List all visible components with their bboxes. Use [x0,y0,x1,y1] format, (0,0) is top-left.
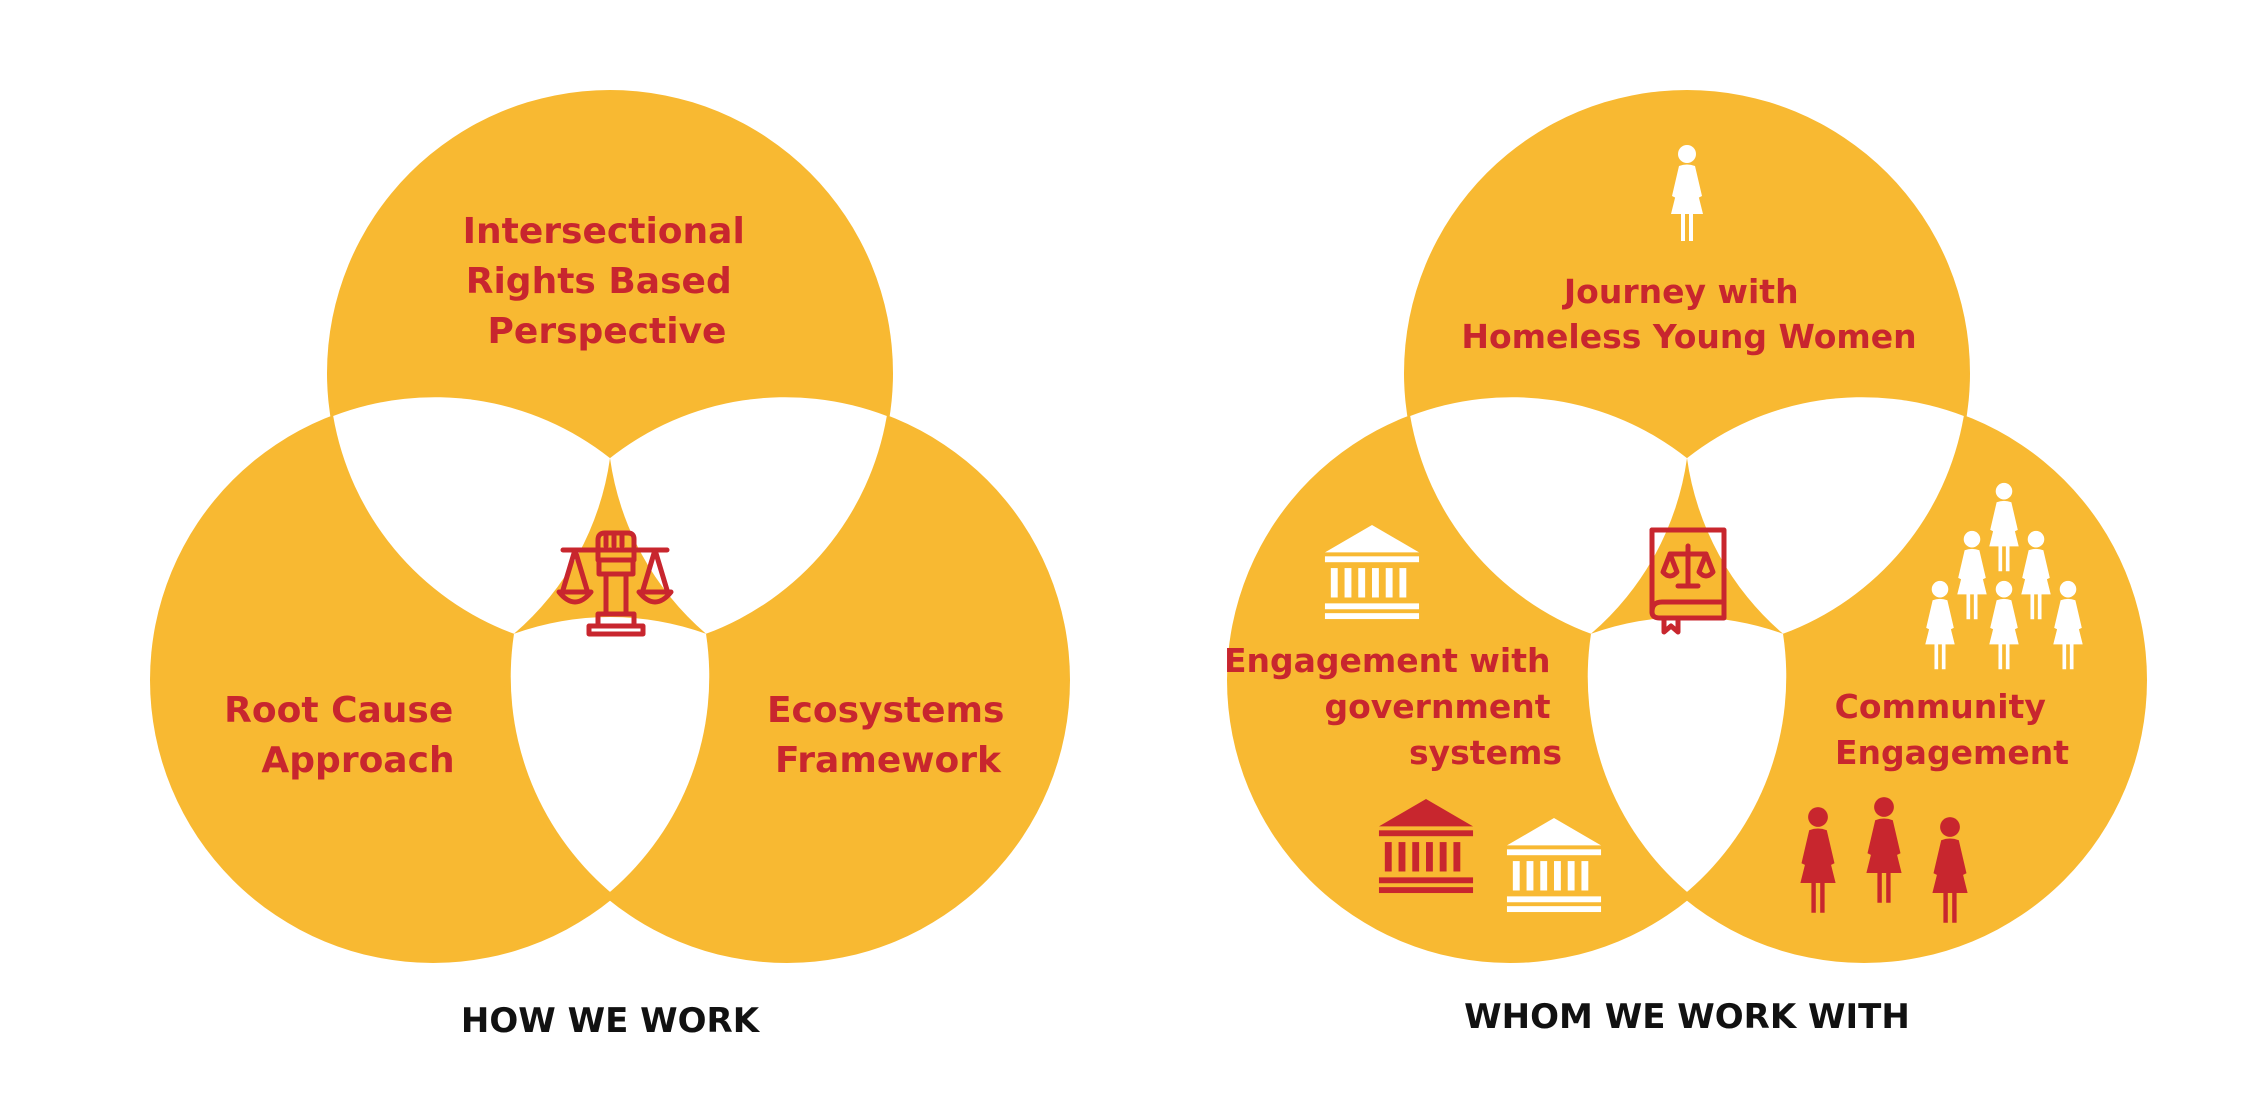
caption-whom-we-work-with: WHOM WE WORK WITH [1464,997,1910,1037]
label-intersectional-rights: Intersectional Rights Based Perspective [463,211,758,352]
label-journey-homeless-women: Journey with Homeless Young Women [1461,272,1916,356]
overlap-top-left [1410,397,1687,634]
overlap-top-left [333,397,610,634]
fist-scales-of-justice-icon [556,530,674,637]
overlap-left-right [1587,617,1787,892]
overlap-top-right [610,397,887,634]
how-we-work-venn: Intersectional Rights Based Perspective … [150,90,1070,1041]
label-engagement-government: Engagement with government systems [1224,641,1562,772]
whom-we-work-with-venn: Journey with Homeless Young Women Engage… [1224,90,2147,1037]
label-root-cause: Root Cause Approach [224,690,466,781]
law-book-icon [1649,527,1727,635]
caption-how-we-work: HOW WE WORK [461,1001,761,1041]
overlap-top-right [1687,397,1964,634]
label-ecosystems: Ecosystems Framework [767,690,1017,781]
label-community-engagement: Community Engagement [1835,687,2070,772]
overlap-left-right [510,617,710,892]
